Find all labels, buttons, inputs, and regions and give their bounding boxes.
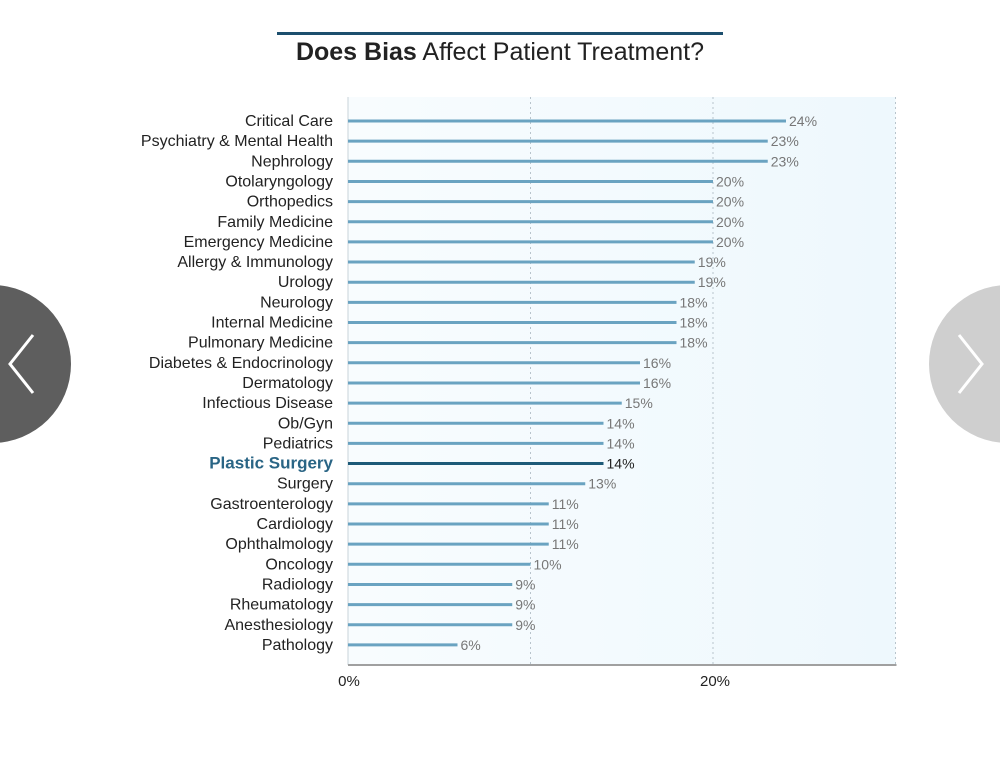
value-label: 10% <box>534 556 562 572</box>
category-label: Urology <box>278 274 333 291</box>
category-label: Infectious Disease <box>202 395 333 412</box>
category-label: Ob/Gyn <box>278 415 333 432</box>
category-label: Pathology <box>262 637 333 654</box>
category-label: Plastic Surgery <box>209 454 333 473</box>
category-label: Radiology <box>262 576 333 593</box>
value-label: 19% <box>698 274 726 290</box>
value-label: 11% <box>552 516 579 532</box>
category-label: Ophthalmology <box>225 536 333 553</box>
value-label: 15% <box>625 395 653 411</box>
chart-title-bold: Does Bias <box>295 38 417 66</box>
value-label: 9% <box>515 617 535 633</box>
category-label: Orthopedics <box>247 194 333 211</box>
category-label: Otolaryngology <box>225 173 333 190</box>
chart-title-rest: Affect Patient Treatment? <box>416 38 705 66</box>
value-label: 19% <box>698 254 726 270</box>
value-label: 11% <box>552 496 579 512</box>
chart-title: Does Bias Affect Patient Treatment? <box>0 38 1000 67</box>
category-label: Nephrology <box>251 153 333 170</box>
chevron-right-icon <box>929 285 1000 443</box>
category-label: Allergy & Immunology <box>177 254 333 271</box>
value-label: 14% <box>607 415 635 431</box>
category-label: Psychiatry & Mental Health <box>141 133 333 150</box>
value-label: 20% <box>716 234 744 250</box>
previous-slide-button[interactable] <box>0 285 72 443</box>
category-label: Rheumatology <box>230 597 333 614</box>
value-label: 18% <box>680 315 708 331</box>
category-label: Neurology <box>260 294 333 311</box>
category-label: Pulmonary Medicine <box>188 335 333 352</box>
value-label: 11% <box>552 536 579 552</box>
value-label: 6% <box>461 637 481 653</box>
value-label: 9% <box>515 576 535 592</box>
chevron-left-icon <box>0 285 71 443</box>
value-label: 13% <box>588 476 616 492</box>
value-label: 14% <box>607 456 635 472</box>
category-label: Cardiology <box>257 516 333 533</box>
value-label: 20% <box>716 194 744 210</box>
category-label: Diabetes & Endocrinology <box>149 355 333 372</box>
category-label: Internal Medicine <box>211 315 333 332</box>
x-tick-label: 0% <box>338 673 360 690</box>
value-label: 18% <box>680 294 708 310</box>
category-label: Anesthesiology <box>224 617 333 634</box>
category-label: Dermatology <box>242 375 333 392</box>
next-slide-button[interactable] <box>928 285 1000 443</box>
title-rule <box>277 32 723 35</box>
value-label: 23% <box>771 153 799 169</box>
value-label: 24% <box>789 113 817 129</box>
value-label: 9% <box>515 597 535 613</box>
category-label: Pediatrics <box>263 435 333 452</box>
category-label: Critical Care <box>245 113 333 130</box>
value-label: 16% <box>643 355 671 371</box>
plot-background <box>348 97 896 665</box>
value-label: 16% <box>643 375 671 391</box>
category-label: Family Medicine <box>217 214 333 231</box>
category-label: Oncology <box>265 556 333 573</box>
category-label: Emergency Medicine <box>184 234 334 251</box>
category-label: Gastroenterology <box>210 496 333 513</box>
value-label: 18% <box>680 335 708 351</box>
category-label: Surgery <box>277 476 333 493</box>
value-label: 23% <box>771 133 799 149</box>
value-label: 14% <box>607 435 635 451</box>
x-tick-label: 20% <box>700 673 730 690</box>
value-label: 20% <box>716 214 744 230</box>
value-label: 20% <box>716 173 744 189</box>
